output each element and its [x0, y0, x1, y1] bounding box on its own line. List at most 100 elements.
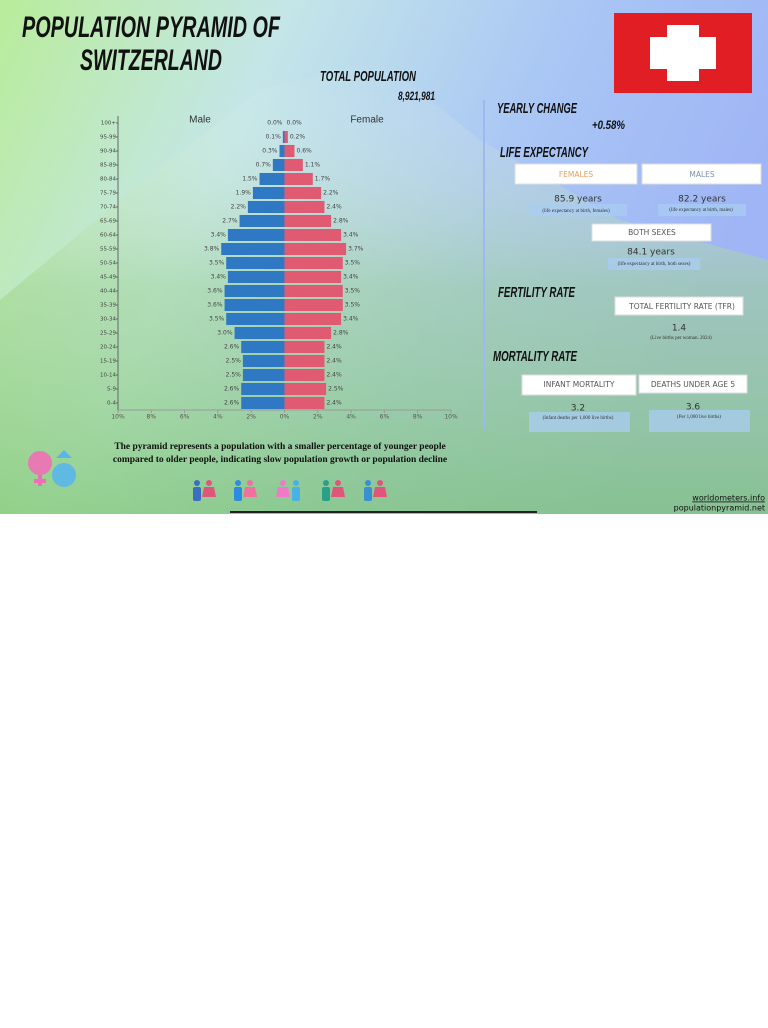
tab[interactable] [514, 163, 638, 185]
tab[interactable] [521, 374, 637, 396]
value-label: 3.5% [209, 260, 225, 267]
x-tick-label: 8% [413, 414, 423, 421]
source-link[interactable]: worldometers.info [692, 494, 765, 503]
tab-label[interactable]: FEMALES [559, 170, 594, 179]
bar [284, 130, 288, 144]
stat-note: (life expectancy at birth, females) [542, 209, 610, 214]
bar [284, 228, 342, 242]
value-label: 1.5% [242, 176, 258, 183]
value-label: 3.8% [204, 246, 220, 253]
bar [284, 396, 325, 410]
stat-note: (life expectancy at birth, both sexes) [618, 262, 691, 267]
bar [221, 242, 285, 256]
x-tick-label: 4% [213, 414, 223, 421]
value-label: 2.8% [333, 330, 349, 337]
stat-label: LIFE EXPECTANCY [500, 144, 589, 161]
legend-label: Male [189, 115, 211, 126]
tab-label[interactable]: DEATHS UNDER AGE 5 [651, 380, 736, 389]
x-tick-label: 8% [147, 414, 157, 421]
bar [224, 298, 285, 312]
value-label: 3.5% [345, 260, 361, 267]
tab[interactable] [614, 296, 744, 316]
bar [224, 284, 285, 298]
bar [284, 298, 343, 312]
tab-label[interactable]: INFANT MORTALITY [544, 380, 615, 389]
stat-value: 8,921,981 [398, 89, 435, 103]
note-box [529, 412, 630, 432]
x-tick-label: 2% [313, 414, 323, 421]
description: The pyramid represents a population with… [114, 442, 445, 452]
y-tick-label: 45-49 [100, 275, 116, 281]
pyramid-chart: 10% 8% 6% 4% 2% 0% 2% 4% 6% 8% 10% Male Female 100+ 0.… [100, 115, 458, 421]
note-box [530, 204, 627, 216]
value-label: 3.0% [217, 330, 233, 337]
stat-value: +0.58% [592, 118, 625, 132]
stat-label: MORTALITY RATE [493, 348, 578, 365]
value-label: 3.4% [343, 274, 359, 281]
y-tick-label: 30-34 [100, 317, 116, 323]
value-label: 3.4% [343, 316, 359, 323]
bar [227, 270, 285, 284]
value-label: 2.8% [333, 218, 349, 225]
stat-value: 84.1 years [627, 248, 675, 258]
y-tick-label: 70-74 [100, 205, 116, 211]
y-tick-label: 40-44 [100, 289, 116, 295]
value-label: 3.4% [343, 232, 359, 239]
stat-value: 3.6 [686, 403, 701, 413]
y-tick-label: 0-4 [107, 401, 116, 407]
tab[interactable] [641, 163, 762, 185]
value-label: 0.1% [266, 134, 282, 141]
value-label: 2.5% [328, 386, 344, 393]
stat-note: (Infant deaths per 1,000 live births) [543, 416, 614, 421]
title: SWITZERLAND [80, 44, 222, 77]
bar [284, 158, 303, 172]
y-tick-label: 15-19 [100, 359, 116, 365]
value-label: 3.5% [209, 316, 225, 323]
value-label: 2.4% [326, 358, 342, 365]
source-link[interactable]: populationpyramid.net [674, 504, 765, 513]
y-tick-label: 100+ [101, 121, 116, 127]
bar [226, 256, 285, 270]
bar [234, 326, 285, 340]
bar [284, 340, 325, 354]
bar [241, 382, 285, 396]
stat-label: FERTILITY RATE [498, 284, 576, 301]
tab-label[interactable]: MALES [689, 170, 715, 179]
bar [284, 368, 325, 382]
bar [239, 214, 285, 228]
bar [272, 158, 285, 172]
value-label: 2.2% [231, 204, 247, 211]
bar [284, 144, 295, 158]
bar [284, 312, 342, 326]
x-tick-label: 2% [246, 414, 256, 421]
bar [247, 200, 285, 214]
stat-note: (Live births per woman. 2024) [650, 336, 712, 341]
bar [284, 354, 325, 368]
value-label: 3.7% [348, 246, 364, 253]
x-tick-label: 6% [180, 414, 190, 421]
x-tick-label: 10% [444, 414, 458, 421]
value-label: 3.6% [207, 288, 223, 295]
stat-value: 3.2 [571, 404, 585, 414]
y-tick-label: 75-79 [100, 191, 116, 197]
tab-label[interactable]: BOTH SEXES [628, 228, 676, 237]
value-label: 0.0% [287, 120, 303, 127]
y-tick-label: 5-9 [107, 387, 116, 393]
bar [284, 186, 322, 200]
value-label: 0.0% [267, 120, 283, 127]
value-label: 0.2% [290, 134, 306, 141]
stat-value: 1.4 [672, 324, 687, 334]
bar [284, 256, 343, 270]
tab-label[interactable]: TOTAL FERTILITY RATE (TFR) [628, 302, 735, 311]
value-label: 3.6% [207, 302, 223, 309]
swiss-flag [614, 13, 752, 93]
title: POPULATION PYRAMID OF [22, 11, 280, 44]
tab[interactable] [591, 223, 712, 242]
tab[interactable] [638, 374, 748, 394]
y-tick-label: 80-84 [100, 177, 116, 183]
note-box [658, 204, 746, 216]
bar [259, 172, 285, 186]
stat-note: (life expectancy at birth, males) [669, 208, 733, 213]
x-tick-label: 0% [280, 414, 290, 421]
value-label: 3.5% [345, 288, 361, 295]
